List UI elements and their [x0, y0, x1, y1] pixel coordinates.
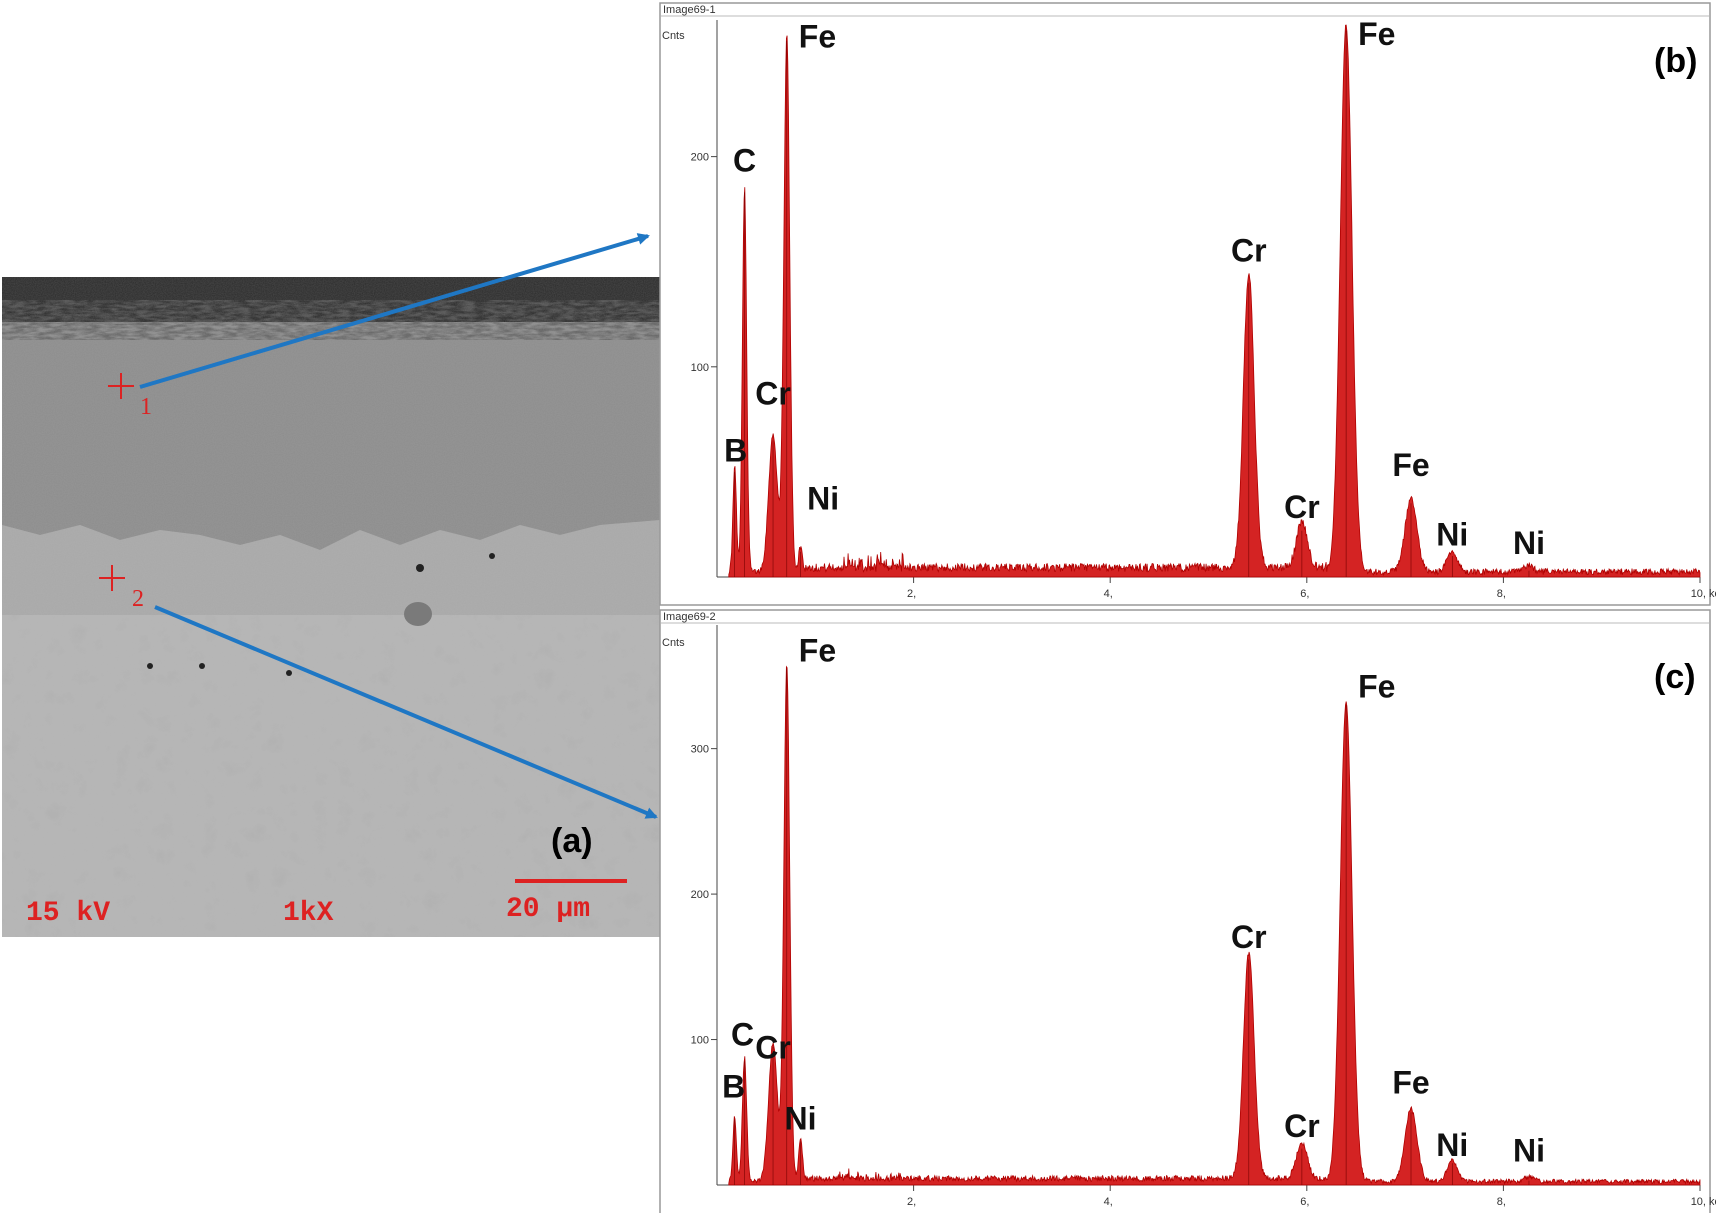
sem-defect: [147, 663, 153, 669]
element-label: Ni: [807, 481, 839, 517]
element-label: Fe: [799, 18, 836, 54]
y-axis-label: Cnts: [662, 30, 685, 42]
spectrum-area: [728, 24, 1701, 578]
element-label: Fe: [1392, 447, 1429, 483]
element-label: C: [733, 142, 756, 178]
connector-arrow-1: [139, 233, 650, 389]
x-tick-label: 4,: [1104, 1196, 1113, 1208]
element-label: Fe: [1392, 1064, 1429, 1100]
x-tick-label: 10, keV: [1691, 1196, 1716, 1208]
element-label: Ni: [1513, 1133, 1545, 1169]
x-tick-label: 10, keV: [1691, 588, 1716, 600]
y-tick-label: 100: [691, 362, 709, 374]
x-tick-label: 2,: [907, 588, 916, 600]
y-tick-label: 200: [691, 152, 709, 164]
scale-bar-label: 20 μm: [506, 894, 590, 925]
x-tick-label: 6,: [1300, 1196, 1309, 1208]
element-label: Cr: [1284, 1108, 1320, 1144]
eds-spectrum-c: Image69-2 Cnts (c) 100 200 300 2, 4, 6, 8, 10, …: [659, 609, 1716, 1213]
sem-defect: [286, 670, 292, 676]
x-tick-label: 8,: [1497, 1196, 1506, 1208]
sem-defect: [404, 602, 432, 626]
y-axis-label: Cnts: [662, 637, 685, 649]
point-marker-1: 1: [108, 373, 152, 420]
connector-arrow-2: [154, 605, 658, 819]
sem-defect: [489, 553, 495, 559]
point-label-1: 1: [140, 394, 152, 420]
element-label: Cr: [755, 376, 791, 412]
panel-label-b: (b): [1654, 42, 1697, 80]
panel-label-c: (c): [1654, 658, 1696, 696]
element-label: Ni: [785, 1101, 817, 1137]
element-label: Cr: [1231, 919, 1267, 955]
chart-frame: [659, 2, 1711, 606]
panel-label-a: (a): [551, 822, 593, 860]
element-label: B: [722, 1069, 745, 1105]
sem-defect: [199, 663, 205, 669]
magnification-label: 1kX: [283, 898, 334, 929]
window-title: Image69-1: [663, 4, 716, 16]
element-label: Fe: [1358, 669, 1395, 705]
point-marker-2: 2: [99, 565, 144, 612]
x-tick-label: 2,: [907, 1196, 916, 1208]
chart-frame: [659, 609, 1711, 1213]
x-tick-label: 8,: [1497, 588, 1506, 600]
element-label: Cr: [755, 1029, 791, 1065]
sem-defect: [416, 564, 424, 572]
element-label: Fe: [799, 632, 836, 668]
element-label: Cr: [1284, 489, 1320, 525]
element-label: Ni: [1513, 525, 1545, 561]
voltage-label: 15 kV: [26, 898, 110, 929]
sem-micrograph: 1 2 20 μm 15 kV 1kX (a): [2, 233, 660, 937]
spectrum-area: [728, 665, 1701, 1186]
element-label: C: [731, 1016, 754, 1052]
point-label-2: 2: [132, 586, 144, 612]
element-label: B: [724, 432, 747, 468]
y-tick-label: 100: [691, 1035, 709, 1047]
window-title: Image69-2: [663, 611, 716, 623]
element-label: Ni: [1436, 1127, 1468, 1163]
element-label: Ni: [1436, 516, 1468, 552]
y-tick-label: 200: [691, 889, 709, 901]
y-tick-label: 300: [691, 744, 709, 756]
element-label: Cr: [1231, 233, 1267, 269]
eds-spectrum-b: Image69-1 Cnts (b) 100 200 2, 4, 6, 8, 10, keV…: [659, 2, 1716, 606]
x-tick-label: 4,: [1104, 588, 1113, 600]
element-label: Fe: [1358, 16, 1395, 52]
x-tick-label: 6,: [1300, 588, 1309, 600]
